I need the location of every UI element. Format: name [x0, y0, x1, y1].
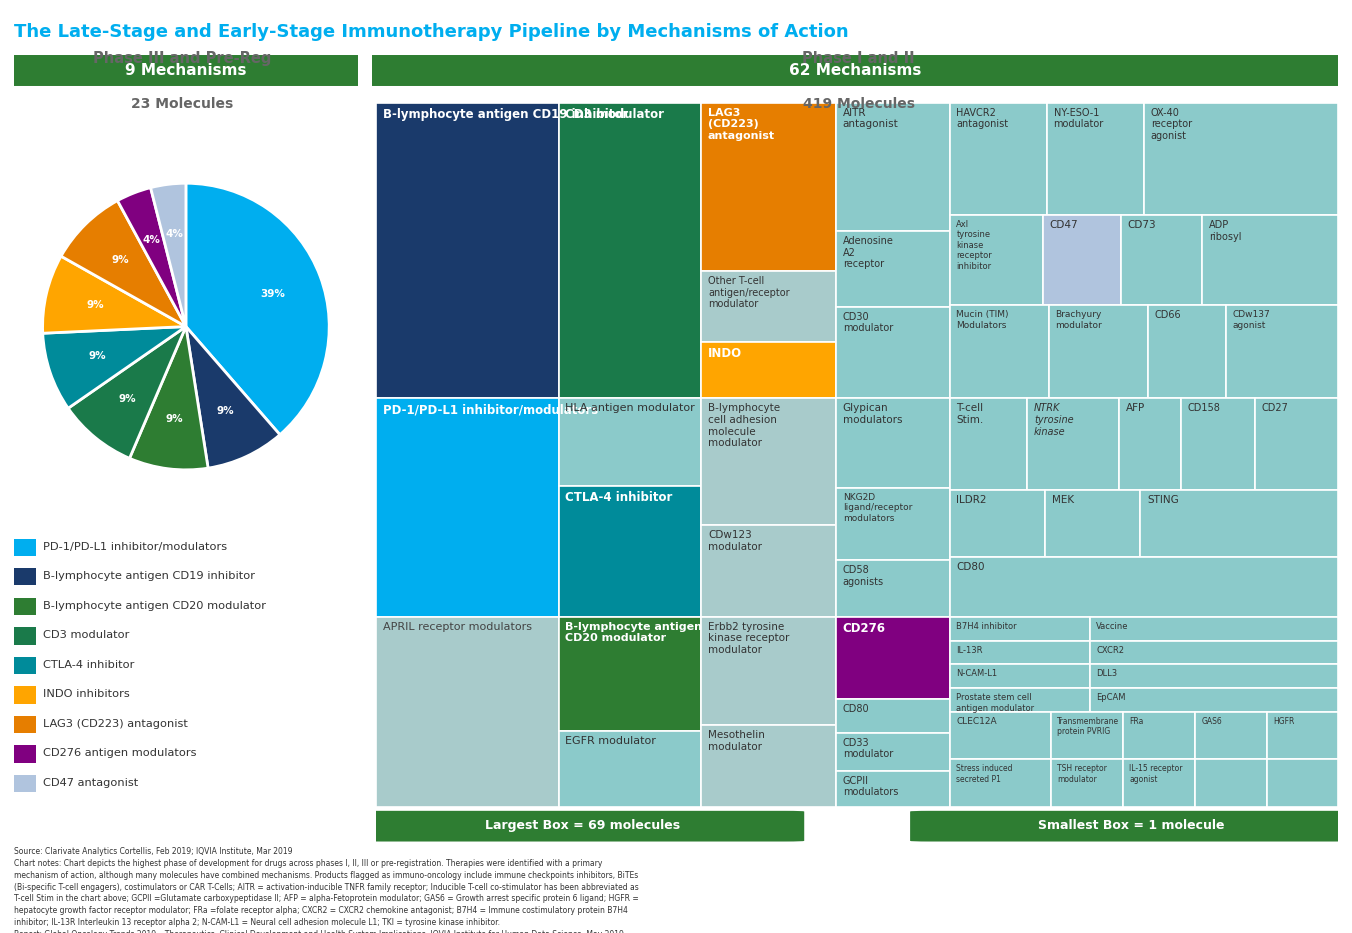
Text: GAS6: GAS6	[1202, 717, 1222, 726]
Bar	[949, 557, 1338, 617]
Text: 9%: 9%	[89, 352, 107, 361]
Bar	[1118, 398, 1182, 490]
Wedge shape	[187, 327, 280, 468]
Text: B7H4 inhibitor: B7H4 inhibitor	[956, 621, 1017, 631]
Text: LAG3
(CD223)
antagonist: LAG3 (CD223) antagonist	[708, 107, 775, 141]
Bar	[558, 731, 702, 807]
Text: CD30
modulator: CD30 modulator	[842, 312, 892, 333]
Bar	[1042, 215, 1121, 305]
Text: 4%: 4%	[165, 230, 184, 239]
Text: CD276 antigen modulators: CD276 antigen modulators	[43, 748, 196, 759]
Text: CD158: CD158	[1187, 403, 1221, 413]
Text: Prostate stem cell
antigen modulator: Prostate stem cell antigen modulator	[956, 693, 1034, 713]
Text: Phase III and Pre-Reg: Phase III and Pre-Reg	[93, 51, 272, 66]
Bar	[949, 103, 1046, 215]
Text: GCPII
modulators: GCPII modulators	[842, 776, 898, 798]
Text: CXCR2: CXCR2	[1096, 646, 1125, 655]
Bar	[702, 103, 836, 272]
Text: CD80: CD80	[842, 703, 869, 714]
Text: CD58
agonists: CD58 agonists	[842, 565, 884, 587]
Bar	[702, 617, 836, 725]
Bar	[836, 699, 949, 732]
FancyBboxPatch shape	[333, 55, 1352, 86]
Bar	[949, 641, 1090, 664]
Text: CD33
modulator: CD33 modulator	[842, 738, 892, 759]
FancyBboxPatch shape	[910, 811, 1352, 842]
Bar	[14, 745, 37, 762]
Text: B-lymphocyte antigen CD20 modulator: B-lymphocyte antigen CD20 modulator	[43, 601, 266, 611]
Bar	[14, 627, 37, 645]
Text: FRa: FRa	[1129, 717, 1144, 726]
Text: The Late-Stage and Early-Stage Immunotherapy Pipeline by Mechanisms of Action: The Late-Stage and Early-Stage Immunothe…	[14, 23, 848, 41]
Bar	[702, 342, 836, 398]
Bar	[1195, 759, 1267, 807]
Bar	[1122, 759, 1195, 807]
Text: EGFR modulator: EGFR modulator	[565, 736, 656, 745]
Bar	[558, 103, 702, 398]
Text: PD-1/PD-L1 inhibitor/modulators: PD-1/PD-L1 inhibitor/modulators	[383, 403, 598, 416]
Text: IL-13R: IL-13R	[956, 646, 983, 655]
Bar	[1182, 398, 1255, 490]
Text: Erbb2 tyrosine
kinase receptor
modulator: Erbb2 tyrosine kinase receptor modulator	[708, 621, 790, 655]
Text: IL-15 receptor
agonist: IL-15 receptor agonist	[1129, 764, 1183, 784]
Text: AITR
antagonist: AITR antagonist	[842, 107, 899, 129]
Bar	[949, 759, 1051, 807]
Wedge shape	[118, 188, 187, 327]
Bar	[14, 657, 37, 674]
Text: LAG3 (CD223) antagonist: LAG3 (CD223) antagonist	[43, 718, 188, 729]
Bar	[836, 103, 949, 231]
Bar	[836, 617, 949, 699]
Bar	[949, 215, 1042, 305]
Bar	[1045, 490, 1140, 557]
Wedge shape	[61, 201, 187, 327]
Bar	[1140, 490, 1338, 557]
Wedge shape	[68, 327, 187, 458]
Text: Stress induced
secreted P1: Stress induced secreted P1	[956, 764, 1013, 784]
Bar	[1148, 305, 1226, 398]
Text: CDw137
agonist: CDw137 agonist	[1233, 310, 1270, 329]
Bar	[949, 689, 1090, 712]
Text: Axl
tyrosine
kinase
receptor
inhibitor: Axl tyrosine kinase receptor inhibitor	[956, 220, 992, 271]
Text: Transmembrane
protein PVRIG: Transmembrane protein PVRIG	[1057, 717, 1119, 736]
Bar	[14, 716, 37, 733]
Bar	[836, 231, 949, 307]
Text: 4%: 4%	[143, 235, 161, 244]
Text: CDw123
modulator: CDw123 modulator	[708, 530, 763, 551]
Wedge shape	[43, 257, 187, 333]
Bar	[14, 687, 37, 703]
Bar	[1195, 712, 1267, 759]
Wedge shape	[130, 327, 208, 470]
Bar	[836, 732, 949, 771]
Bar	[836, 771, 949, 807]
Bar	[702, 725, 836, 807]
Bar	[376, 103, 558, 398]
Bar	[1090, 641, 1338, 664]
Bar	[949, 712, 1051, 759]
Text: AFP: AFP	[1125, 403, 1145, 413]
Bar	[558, 617, 702, 731]
Text: 9 Mechanisms: 9 Mechanisms	[126, 63, 246, 78]
Text: TSH receptor
modulator: TSH receptor modulator	[1057, 764, 1107, 784]
Text: 9%: 9%	[216, 406, 234, 416]
Text: Mesothelin
modulator: Mesothelin modulator	[708, 731, 765, 752]
Text: B-lymphocyte antigen
CD20 modulator: B-lymphocyte antigen CD20 modulator	[565, 621, 703, 644]
Text: INDO: INDO	[708, 347, 742, 360]
Text: EpCAM: EpCAM	[1096, 693, 1126, 703]
Bar	[1090, 689, 1338, 712]
Text: CD47: CD47	[1049, 220, 1079, 230]
Text: STING: STING	[1146, 495, 1179, 505]
Bar	[1267, 759, 1338, 807]
Text: NY-ESO-1
modulator: NY-ESO-1 modulator	[1053, 107, 1103, 129]
Text: CD276: CD276	[842, 621, 886, 634]
Text: ILDR2: ILDR2	[956, 495, 987, 505]
Bar	[1090, 664, 1338, 689]
Text: CD80: CD80	[956, 562, 984, 572]
Text: Mucin (TIM)
Modulators: Mucin (TIM) Modulators	[956, 310, 1009, 329]
Bar	[14, 598, 37, 615]
Text: CD66: CD66	[1155, 310, 1182, 320]
Bar	[1144, 103, 1338, 215]
Text: NTRK
tyrosine
kinase: NTRK tyrosine kinase	[1034, 403, 1073, 437]
Text: CD3 modulator: CD3 modulator	[565, 107, 664, 120]
Bar	[1226, 305, 1338, 398]
Text: HLA antigen modulator: HLA antigen modulator	[565, 403, 695, 413]
